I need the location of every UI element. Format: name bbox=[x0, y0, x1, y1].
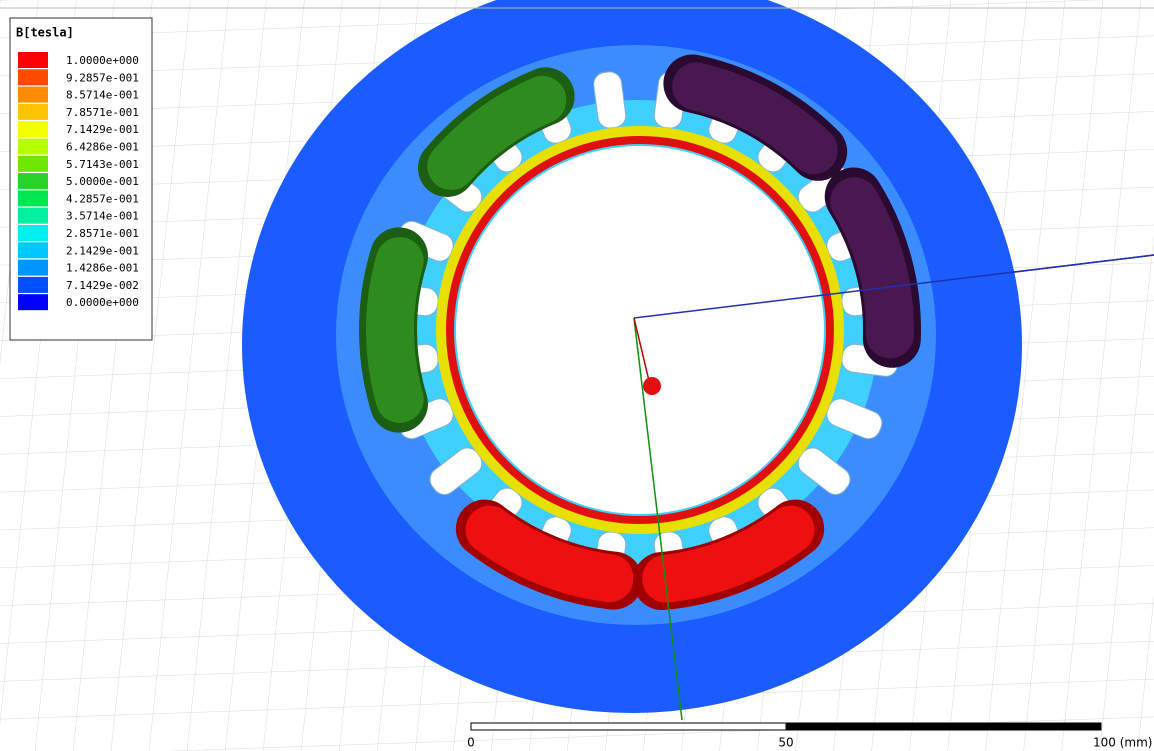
legend-entries: 1.0000e+000 9.2857e-001 8.5714e-001 7.8571e… bbox=[18, 52, 139, 311]
coil bbox=[672, 62, 838, 175]
scale-segment bbox=[785, 722, 1102, 731]
legend-label: 7.1429e-001 bbox=[66, 123, 139, 136]
legend-label: 7.8571e-001 bbox=[66, 106, 139, 119]
scale-segment bbox=[470, 722, 787, 731]
legend-swatch bbox=[18, 103, 48, 120]
legend-label: 7.1429e-002 bbox=[66, 279, 139, 292]
legend-label: 1.0000e+000 bbox=[66, 54, 139, 67]
legend-label: 3.5714e-001 bbox=[66, 210, 139, 223]
legend-label: 0.0000e+000 bbox=[66, 296, 139, 309]
legend-swatch bbox=[18, 155, 48, 172]
legend-swatch bbox=[18, 225, 48, 241]
legend-label: 9.2857e-001 bbox=[66, 71, 139, 84]
axis-sphere bbox=[643, 377, 661, 395]
legend-swatch bbox=[18, 138, 48, 155]
bore-ring bbox=[446, 136, 834, 524]
legend-swatch bbox=[18, 121, 48, 138]
legend-label: 5.0000e-001 bbox=[66, 175, 139, 188]
legend-label: 5.7143e-001 bbox=[66, 158, 139, 171]
legend-swatch bbox=[18, 69, 48, 86]
legend: B[tesla] 1.0000e+000 9.2857e-001 8.5714e-0… bbox=[9, 17, 153, 341]
scale-label: 50 bbox=[778, 736, 793, 750]
y-axis-line bbox=[633, 317, 683, 721]
coil bbox=[427, 75, 567, 190]
coil bbox=[465, 505, 634, 603]
legend-swatch bbox=[18, 173, 48, 190]
scale-label: 0 bbox=[467, 736, 475, 750]
coil bbox=[830, 177, 914, 359]
bore bbox=[456, 146, 824, 514]
legend-label: 6.4286e-001 bbox=[66, 141, 139, 154]
legend-label: 2.8571e-001 bbox=[66, 227, 139, 240]
coils bbox=[359, 54, 921, 611]
legend-swatch bbox=[18, 294, 48, 311]
legend-swatch bbox=[18, 52, 48, 68]
legend-label: 4.2857e-001 bbox=[66, 192, 139, 205]
legend-swatch bbox=[18, 190, 48, 207]
coil bbox=[366, 237, 424, 423]
legend-title: B[tesla] bbox=[16, 26, 74, 40]
legend-label: 2.1429e-001 bbox=[66, 244, 139, 257]
legend-swatch bbox=[18, 276, 48, 293]
legend-swatch bbox=[18, 259, 48, 276]
x-axis-line bbox=[633, 254, 1154, 319]
scale-bar: 0 50 100 (mm) bbox=[467, 722, 1152, 750]
z-axis-line bbox=[633, 317, 651, 386]
slot bbox=[797, 447, 851, 496]
legend-swatch bbox=[18, 86, 48, 103]
legend-swatch bbox=[18, 242, 48, 259]
legend-swatch bbox=[18, 207, 48, 224]
coil bbox=[642, 505, 815, 603]
bore-ring bbox=[436, 126, 844, 534]
slot bbox=[429, 447, 483, 496]
legend-label: 1.4286e-001 bbox=[66, 262, 139, 275]
legend-label: 8.5714e-001 bbox=[66, 89, 139, 102]
scale-label: 100 (mm) bbox=[1093, 736, 1152, 750]
